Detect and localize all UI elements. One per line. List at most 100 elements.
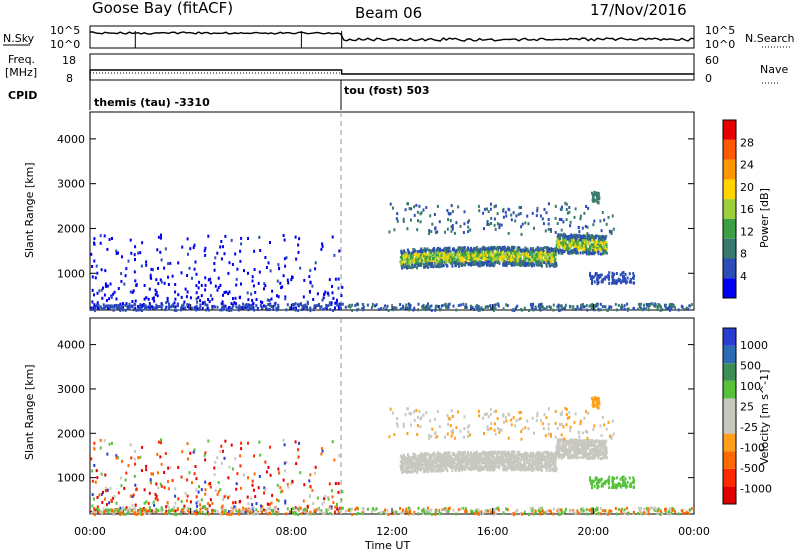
- echo-point: [528, 263, 531, 267]
- echo-point: [481, 252, 484, 256]
- echo-point: [552, 512, 555, 516]
- echo-point: [471, 306, 474, 310]
- echo-point: [154, 292, 157, 296]
- colorbar-swatch: [723, 179, 736, 200]
- echo-point: [489, 304, 492, 308]
- echo-point: [563, 249, 566, 253]
- echo-point: [608, 305, 611, 309]
- echo-point: [490, 247, 493, 251]
- echo-point: [448, 259, 451, 263]
- echo-point: [166, 296, 169, 300]
- echo-point: [186, 494, 189, 498]
- echo-point: [436, 230, 439, 234]
- echo-point: [255, 508, 258, 512]
- echo-point: [554, 204, 557, 208]
- echo-point: [105, 503, 108, 507]
- echo-point: [421, 305, 424, 309]
- echo-point: [269, 241, 271, 244]
- echo-point: [220, 257, 223, 261]
- echo-point: [236, 267, 239, 271]
- echo-point: [408, 255, 411, 259]
- echo-point: [222, 245, 224, 249]
- echo-point: [543, 253, 546, 257]
- echo-point: [640, 302, 643, 306]
- echo-point: [551, 249, 554, 253]
- echo-point: [558, 309, 561, 313]
- echo-point: [587, 206, 590, 210]
- echo-point: [243, 269, 245, 273]
- echo-point: [466, 220, 469, 224]
- echo-point: [205, 308, 208, 312]
- echo-point: [550, 247, 553, 251]
- echo-point: [472, 260, 475, 264]
- power-y-label: Slant Range [km]: [23, 162, 36, 258]
- echo-point: [490, 253, 493, 257]
- echo-point: [584, 234, 587, 238]
- echo-point: [91, 479, 94, 483]
- echo-point: [428, 229, 431, 233]
- echo-point: [222, 303, 225, 307]
- echo-point: [412, 308, 415, 312]
- echo-point: [404, 252, 407, 256]
- echo-point: [409, 257, 412, 261]
- echo-point: [515, 252, 518, 256]
- echo-point: [627, 307, 630, 311]
- echo-point: [632, 281, 635, 285]
- power-colorbar-label: Power [dB]: [758, 188, 771, 248]
- echo-point: [334, 306, 336, 310]
- echo-point: [157, 266, 159, 270]
- echo-point: [278, 471, 281, 475]
- echo-point: [462, 506, 465, 510]
- echo-point: [624, 273, 627, 276]
- echo-point: [590, 235, 593, 239]
- echo-point: [429, 249, 432, 252]
- echo-point: [617, 507, 620, 511]
- echo-point: [417, 257, 420, 261]
- echo-point: [592, 193, 595, 197]
- echo-point: [167, 466, 170, 470]
- echo-point: [259, 453, 262, 457]
- echo-point: [623, 304, 626, 308]
- echo-point: [400, 264, 403, 268]
- echo-point: [602, 242, 605, 246]
- echo-point: [313, 305, 316, 309]
- echo-point: [601, 278, 604, 282]
- velocity-points: [90, 396, 693, 517]
- echo-point: [237, 308, 240, 312]
- echo-point: [165, 301, 168, 305]
- echo-point: [374, 304, 377, 308]
- echo-point: [160, 280, 163, 284]
- echo-point: [505, 250, 508, 254]
- echo-point: [300, 308, 303, 312]
- echo-point: [251, 279, 254, 283]
- echo-point: [502, 250, 504, 254]
- echo-point: [596, 250, 599, 254]
- colorbar-swatch: [723, 199, 736, 219]
- echo-point: [603, 244, 606, 248]
- echo-point: [297, 250, 300, 254]
- colorbar-swatch: [723, 258, 736, 279]
- echo-point: [201, 306, 204, 310]
- echo-point: [429, 256, 431, 260]
- echo-point: [141, 305, 143, 309]
- echo-point: [268, 299, 271, 302]
- echo-point: [447, 303, 450, 307]
- echo-point: [419, 220, 422, 224]
- echo-point: [503, 245, 506, 249]
- echo-point: [544, 246, 547, 250]
- echo-point: [231, 467, 234, 471]
- echo-point: [395, 510, 398, 514]
- echo-point: [306, 300, 309, 304]
- echo-point: [572, 250, 575, 254]
- echo-point: [419, 249, 422, 253]
- echo-point: [282, 478, 285, 482]
- echo-point: [242, 302, 245, 306]
- echo-point: [407, 302, 410, 306]
- echo-point: [429, 214, 432, 218]
- echo-point: [576, 509, 579, 513]
- echo-point: [595, 277, 598, 281]
- echo-point: [549, 510, 552, 514]
- echo-point: [453, 257, 456, 261]
- echo-point: [538, 303, 541, 307]
- echo-point: [488, 253, 491, 257]
